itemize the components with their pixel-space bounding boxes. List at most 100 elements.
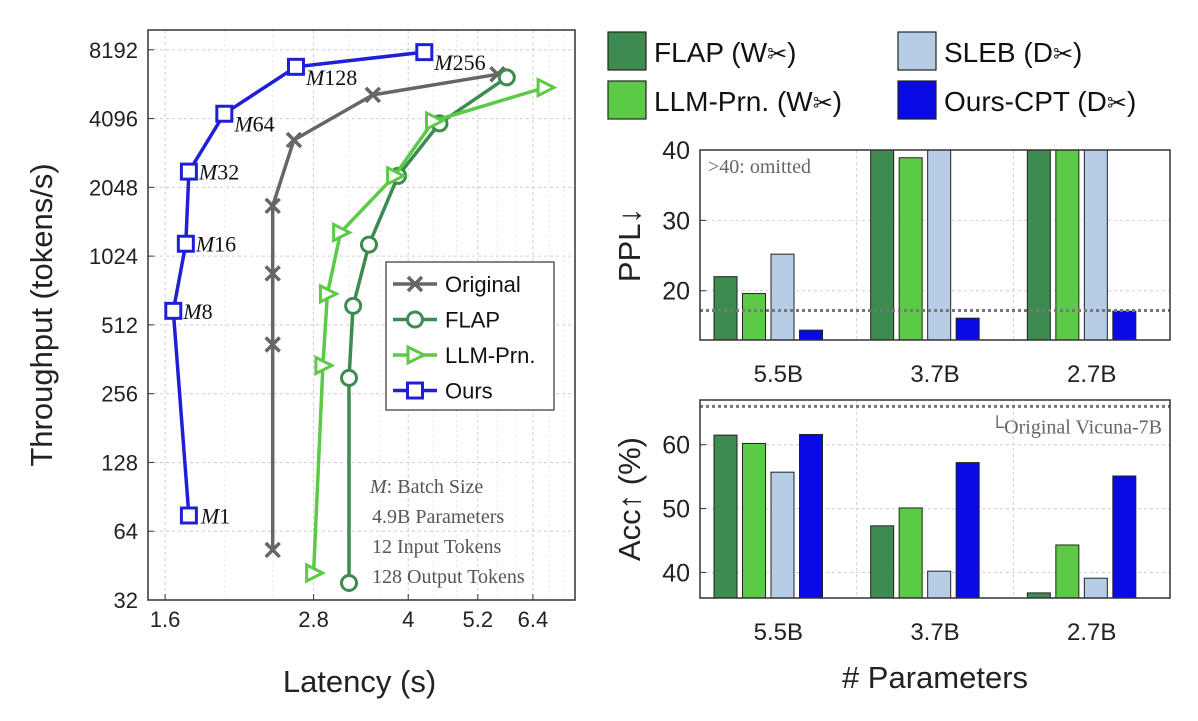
x-tick-label: 6.4 [518,607,549,632]
data-point [425,110,446,132]
batch-size-num: 1 [219,503,230,528]
y-tick-label: 2048 [89,175,138,200]
x-axis-label: Latency (s) [283,664,436,699]
x-tick-label: 2.8 [298,607,329,632]
batch-size-label: M256 [433,50,485,75]
batch-size-label: M1 [200,503,230,528]
legend-label: Ours [445,379,493,404]
bar [870,525,895,599]
bar [770,471,795,599]
data-point [305,562,326,584]
legend-label: LLM-Prn. (W✂) [654,86,842,117]
bar [1112,475,1137,599]
reference-label: └Original Vicuna-7B [990,414,1162,438]
data-point [286,57,305,76]
scissors-icon: ✂ [1053,40,1073,68]
legend-label: LLM-Prn. [445,343,535,368]
legend-label: SLEB (D✂) [944,37,1082,68]
batch-size-label: M128 [305,65,357,90]
batch-size-m: M [198,160,219,185]
data-point [164,301,183,320]
batch-size-m: M [433,50,454,75]
y-tick-label: 40 [662,559,690,587]
y-tick-label: 32 [114,588,138,613]
x-tick-label: 4 [402,607,414,632]
x-tick-label: 1.6 [150,607,181,632]
data-point [285,131,303,149]
bar [713,276,738,341]
batch-size-m: M [305,65,326,90]
bar [1026,592,1051,599]
data-point [264,336,281,353]
data-point [359,235,378,254]
data-point [314,355,336,376]
batch-size-label: M32 [198,160,239,185]
latency-throughput-chart: 1.6 2.8 4 5.2 6.4326412825651210242048409681… [24,29,576,699]
legend-swatch-marker [406,381,424,400]
bar [799,433,823,599]
annotation-text: : Batch Size [387,476,484,498]
y-tick-label: 30 [662,207,690,235]
y-tick-label: 8192 [89,38,138,63]
legend-text-suffix: ) [1127,86,1136,117]
scissors-icon: ✂ [1107,89,1127,117]
data-point [415,43,434,62]
data-point [340,368,359,387]
batch-size-num: 8 [202,299,213,324]
plot-frame [699,149,1171,341]
legend-text-suffix: ) [787,37,796,68]
bar [955,317,980,341]
batch-size-label: M64 [233,112,274,137]
x-axis-label: # Parameters [842,660,1028,695]
y-tick-label: 60 [662,432,690,460]
bar [799,329,823,341]
data-point [264,265,281,282]
legend-swatch [897,80,937,120]
annotation-line: 4.9B Parameters [372,506,504,528]
y-axis-label: Acc↑ (%) [612,437,647,561]
legend-swatch-marker [406,275,424,293]
y-tick-label: 1024 [89,244,138,269]
bar [1112,310,1137,341]
data-point [386,165,407,187]
legend-text: FLAP (W [654,37,768,68]
y-tick-label: 128 [101,450,138,475]
y-tick-label: 40 [662,137,690,165]
series-ours [164,43,434,525]
ppl-chart: 5.5B 3.7B 2.7B 20 30 40 PPL↓ >40: omitted [612,137,1171,388]
data-point [264,197,281,215]
bar [713,434,738,599]
data-point [179,506,198,525]
plot-frame [147,29,576,601]
bar [742,293,766,341]
batch-size-num: 16 [214,232,236,257]
y-tick-label: 256 [101,382,138,407]
bar [742,442,766,599]
scissors-icon: ✂ [767,40,787,68]
batch-size-label: M8 [182,299,212,324]
data-point [215,104,234,123]
legend-swatch [897,31,937,71]
legend-swatch-marker [406,310,424,329]
legend-swatch [607,31,647,71]
legend-text: SLEB (D [944,37,1053,68]
batch-size-label: M16 [195,232,236,257]
acc-chart: 5.5B 3.7B 2.7B 40 50 60 Acc↑ (%) └Original Vicu… [612,399,1171,695]
legend-text: LLM-Prn. (W [654,86,813,117]
data-point [332,222,353,243]
data-point [497,68,516,87]
batch-size-m: M [182,299,203,324]
data-point [176,234,195,253]
bar [1083,577,1108,599]
x-tick-label: 3.7B [910,361,959,388]
data-point [264,541,281,559]
legend-text-suffix: ) [1073,37,1082,68]
legend-text-suffix: ) [833,86,842,117]
annotation-line: 12 Input Tokens [372,536,502,558]
legend-label: Original [445,272,521,297]
batch-size-num: 128 [324,65,357,90]
bar [770,253,795,341]
bar [1055,544,1080,599]
y-tick-label: 4096 [89,107,138,132]
